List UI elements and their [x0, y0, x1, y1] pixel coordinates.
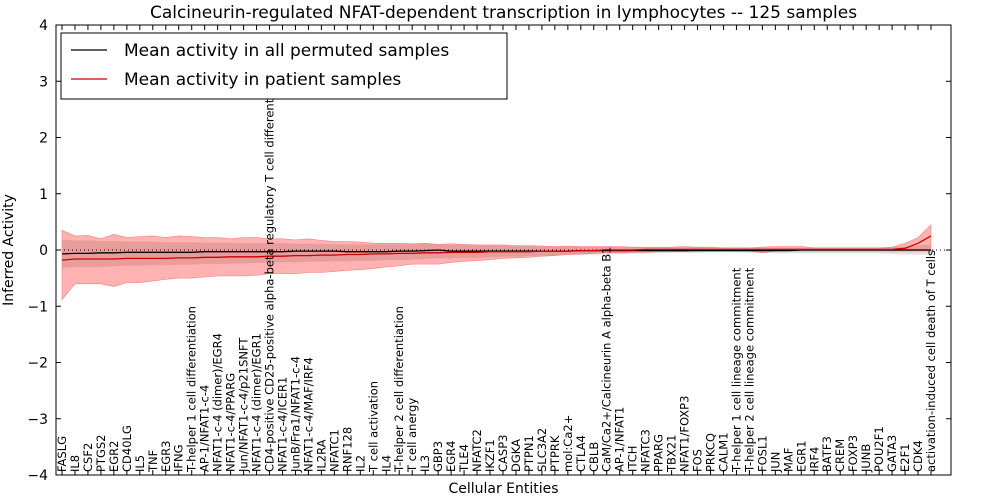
x-tick-label: IL5	[133, 455, 147, 472]
x-tick-label: IL3	[418, 455, 432, 472]
x-tick-label: SLC3A2	[535, 428, 549, 472]
confidence-bands	[61, 223, 932, 301]
x-tick-label: IL2	[353, 455, 367, 472]
y-tick-label: 1	[39, 187, 48, 203]
x-tick-label: GATA3	[885, 435, 899, 472]
x-tick-label: CaM/Ca2+/Calcineurin A alpha-beta B1	[600, 247, 614, 472]
x-tick-label: CBLB	[587, 442, 601, 472]
x-tick-label: NFAT1/FOXP3	[678, 396, 692, 472]
legend: Mean activity in all permuted samples Me…	[60, 32, 508, 100]
x-tick-label: PTPRK	[548, 435, 562, 472]
x-tick-label: T-helper 1 cell differentiation	[185, 306, 199, 473]
x-tick-label: ITCH	[626, 446, 640, 472]
x-tick-label: EGR3	[159, 441, 173, 473]
y-tick-label: −4	[27, 468, 48, 484]
legend-box	[60, 32, 508, 100]
x-tick-label: PPARG	[652, 434, 666, 472]
chart-title: Calcineurin-regulated NFAT-dependent tra…	[150, 3, 857, 23]
x-tick-label: IL2RA	[314, 439, 328, 472]
x-tick-label: CSF2	[81, 443, 95, 472]
x-tick-label: CD40LG	[120, 425, 134, 472]
legend-label-permuted: Mean activity in all permuted samples	[124, 41, 449, 61]
x-tick-label: PTPN1	[522, 435, 536, 472]
band-permuted	[62, 239, 931, 268]
x-tick-label: T cell activation	[366, 381, 380, 473]
x-tick-label: EGR4	[444, 441, 458, 473]
x-tick-label: T cell anergy	[405, 398, 419, 473]
y-tick-label: 4	[39, 18, 48, 34]
y-axis-ticks: −4 −3 −2 −1 0 1 2 3 4	[27, 18, 951, 484]
x-tick-label: PRKCQ	[704, 433, 718, 472]
x-tick-label: mol:Ca2+	[561, 415, 575, 472]
x-tick-label: TBX21	[665, 435, 679, 473]
x-tick-label: RNF128	[340, 427, 354, 472]
x-axis-label: Cellular Entities	[448, 481, 558, 497]
x-tick-label: AP-1/NFAT1-c-4	[198, 385, 212, 472]
x-axis-ticks: FASLGIL8CSF2PTGS2EGR2CD40LGIL5TNFEGR3IFN…	[55, 25, 938, 475]
x-tick-label: IRF4	[807, 447, 821, 472]
x-tick-label: CREM	[833, 439, 847, 472]
y-tick-label: −2	[27, 356, 48, 372]
x-tick-label: EGR2	[107, 441, 121, 473]
x-tick-label: T-helper 2 cell lineage commitment	[742, 267, 756, 473]
x-tick-label: MAF	[781, 448, 795, 472]
x-tick-label: T-helper 2 cell differentiation	[392, 306, 406, 473]
x-tick-label: CALM1	[716, 432, 730, 472]
x-tick-label: EGR1	[794, 441, 808, 473]
x-tick-label: IFNG	[172, 444, 186, 472]
x-tick-label: NFAT1-c-4/MAF/IRF4	[301, 357, 315, 472]
y-tick-label: 3	[39, 74, 48, 90]
x-tick-label: AP-1/NFAT1	[613, 407, 627, 472]
x-tick-label: CTLA4	[574, 435, 588, 472]
y-axis-label: Inferred Activity	[1, 194, 17, 306]
y-tick-label: −1	[27, 299, 48, 315]
y-tick-label: 2	[39, 131, 48, 147]
x-tick-label: POU2F1	[872, 426, 886, 472]
x-tick-label: CASP3	[496, 435, 510, 472]
x-tick-label: JUN	[768, 452, 782, 473]
x-tick-label: IL4	[379, 455, 393, 472]
x-tick-label: NFAT1-c-4 (dimer)/EGR4	[211, 333, 225, 472]
x-tick-label: FOSL1	[755, 435, 769, 472]
x-tick-label: T-helper 1 cell lineage commitment	[729, 267, 743, 473]
x-tick-label: CDK4	[911, 440, 925, 472]
x-tick-label: JunB/Fra1/NFAT1-c-4	[288, 356, 302, 473]
x-tick-label: TNF	[146, 450, 160, 473]
x-tick-label: TLE4	[457, 444, 471, 473]
x-tick-label: PTGS2	[94, 435, 108, 473]
x-tick-label: DGKA	[509, 439, 523, 472]
y-tick-label: 0	[39, 243, 48, 259]
x-tick-label: FOXP3	[846, 435, 860, 472]
x-tick-label: JUNB	[859, 444, 873, 473]
x-tick-label: BATF3	[820, 436, 834, 472]
x-tick-label: FASLG	[55, 436, 69, 472]
x-tick-label: NFAT1-c-4/PPARG	[224, 373, 238, 472]
x-tick-label: FOS	[691, 449, 705, 472]
series-line-patient	[61, 235, 932, 261]
x-tick-label: E2F1	[898, 443, 912, 472]
x-tick-label: NFATC2	[470, 429, 484, 472]
x-tick-label: IKZF1	[483, 439, 497, 472]
legend-label-patient: Mean activity in patient samples	[124, 70, 401, 90]
x-tick-label: NFAT1-c-4/ICER1	[275, 377, 289, 472]
y-tick-label: −3	[27, 412, 48, 428]
x-tick-label: NFAT1-c-4 (dimer)/EGR1	[250, 333, 264, 472]
band-patient	[61, 223, 932, 301]
x-tick-label: CD4-positive CD25-positive alpha-beta re…	[263, 66, 277, 472]
series-lines	[61, 235, 932, 261]
x-tick-label: Jun/NFAT1-c-4/p21SNFT	[237, 337, 251, 473]
x-tick-label: IL8	[68, 455, 82, 472]
x-tick-label: NFATC1	[327, 429, 341, 472]
x-tick-label: GBP3	[431, 441, 445, 472]
x-tick-label: activation-induced cell death of T cells	[924, 250, 938, 472]
x-tick-label: NFATC3	[639, 429, 653, 472]
